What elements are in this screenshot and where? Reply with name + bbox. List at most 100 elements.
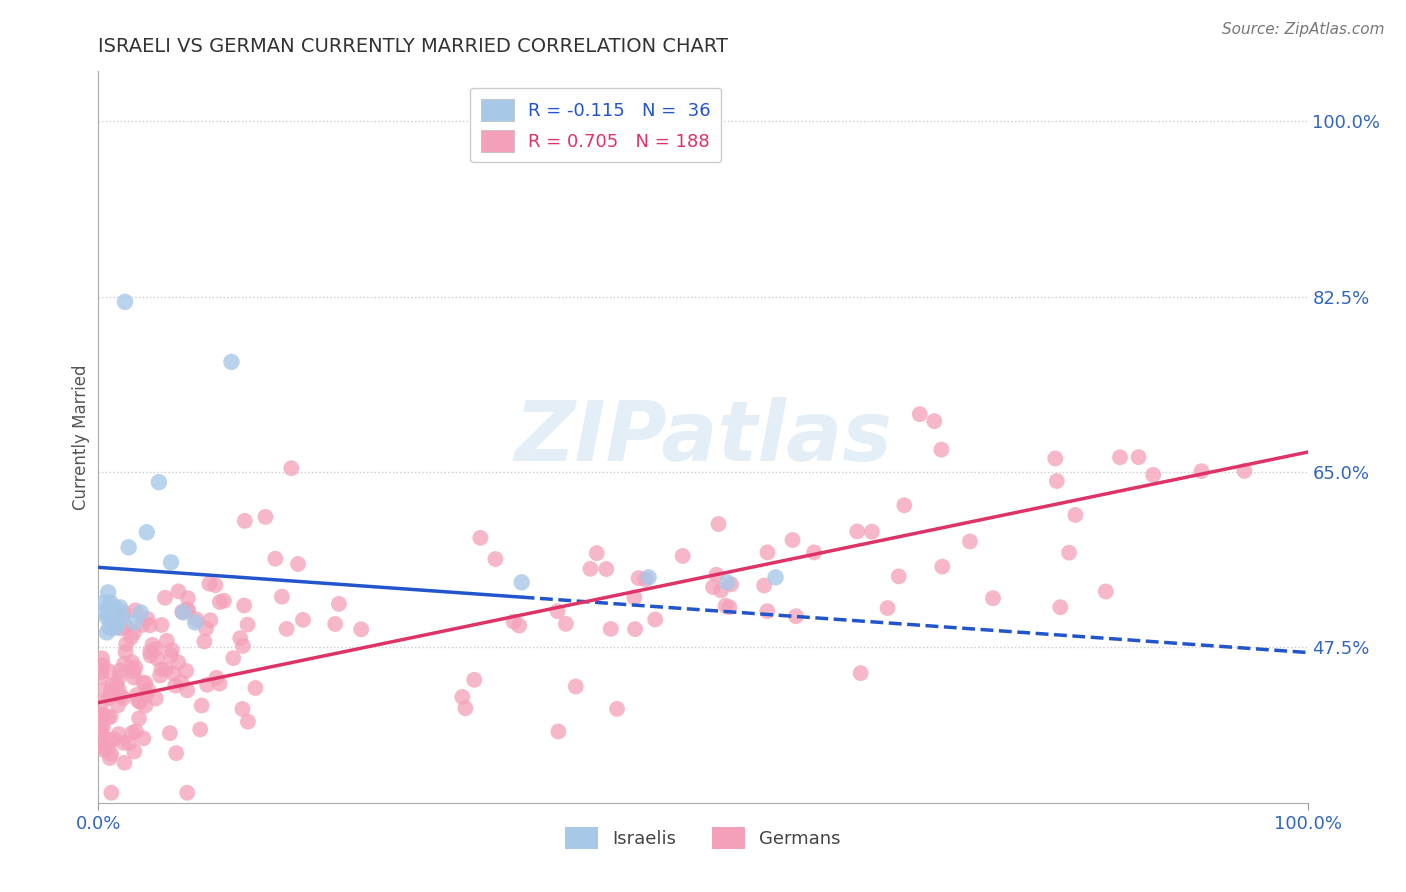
Point xyxy=(547,724,569,739)
Point xyxy=(153,591,176,605)
Point xyxy=(125,724,148,739)
Point xyxy=(208,676,231,690)
Point xyxy=(90,732,112,747)
Point xyxy=(634,572,657,586)
Point xyxy=(100,683,122,698)
Point xyxy=(135,687,157,701)
Point xyxy=(231,702,253,716)
Point xyxy=(177,603,200,617)
Point xyxy=(90,725,112,739)
Point xyxy=(97,710,120,724)
Point xyxy=(93,707,115,722)
Point xyxy=(765,570,787,584)
Point xyxy=(176,683,198,698)
Point xyxy=(195,678,218,692)
Point xyxy=(132,675,155,690)
Point xyxy=(100,615,122,630)
Point xyxy=(595,562,617,576)
Point xyxy=(96,610,118,624)
Point xyxy=(104,600,127,615)
Point xyxy=(105,620,128,634)
Point xyxy=(782,533,804,547)
Point xyxy=(90,711,112,725)
Point xyxy=(160,648,183,663)
Point xyxy=(624,622,647,636)
Point xyxy=(97,600,120,615)
Point xyxy=(101,610,124,624)
Point xyxy=(129,606,152,620)
Point xyxy=(118,541,141,555)
Point xyxy=(107,698,129,713)
Point xyxy=(134,676,156,690)
Point xyxy=(644,613,666,627)
Point xyxy=(876,601,898,615)
Point xyxy=(139,645,162,659)
Point xyxy=(756,545,779,559)
Point xyxy=(114,645,136,659)
Point xyxy=(148,475,170,490)
Point xyxy=(93,740,115,755)
Point xyxy=(100,606,122,620)
Point xyxy=(193,634,215,648)
Point xyxy=(98,732,121,747)
Point xyxy=(981,591,1004,606)
Point xyxy=(114,294,136,309)
Point xyxy=(90,665,112,679)
Point xyxy=(1046,474,1069,488)
Point xyxy=(112,736,135,750)
Point xyxy=(291,613,314,627)
Point xyxy=(702,580,724,594)
Point xyxy=(90,659,112,673)
Point xyxy=(229,631,252,645)
Point xyxy=(100,595,122,609)
Point xyxy=(200,613,222,627)
Point xyxy=(672,549,695,563)
Point xyxy=(91,651,114,665)
Point xyxy=(90,708,112,723)
Point xyxy=(90,721,112,735)
Point xyxy=(510,575,533,590)
Text: ZIPatlas: ZIPatlas xyxy=(515,397,891,477)
Point xyxy=(887,569,910,583)
Point xyxy=(714,599,737,613)
Point xyxy=(627,571,650,585)
Point xyxy=(124,615,146,630)
Point xyxy=(1049,600,1071,615)
Point xyxy=(107,682,129,697)
Point xyxy=(100,709,122,723)
Point xyxy=(101,618,124,632)
Point xyxy=(91,721,114,735)
Point xyxy=(233,514,256,528)
Point xyxy=(707,516,730,531)
Point xyxy=(129,695,152,709)
Point xyxy=(98,620,121,634)
Point xyxy=(716,575,738,590)
Point xyxy=(167,656,190,670)
Text: ISRAELI VS GERMAN CURRENTLY MARRIED CORRELATION CHART: ISRAELI VS GERMAN CURRENTLY MARRIED CORR… xyxy=(98,37,728,56)
Point xyxy=(280,461,302,475)
Point xyxy=(114,756,136,770)
Point xyxy=(190,698,212,713)
Point xyxy=(112,691,135,706)
Point xyxy=(931,442,953,457)
Point xyxy=(236,617,259,632)
Point xyxy=(90,670,112,684)
Point xyxy=(146,651,169,665)
Point xyxy=(599,622,621,636)
Point xyxy=(98,606,121,620)
Point xyxy=(139,618,162,632)
Point xyxy=(90,724,112,739)
Point xyxy=(101,678,124,692)
Point xyxy=(174,664,197,678)
Point xyxy=(264,551,287,566)
Y-axis label: Currently Married: Currently Married xyxy=(72,364,90,510)
Point xyxy=(785,609,807,624)
Point xyxy=(150,662,173,676)
Point xyxy=(90,696,112,710)
Point xyxy=(98,751,121,765)
Point xyxy=(564,680,586,694)
Point xyxy=(547,604,569,618)
Point xyxy=(195,622,218,636)
Point xyxy=(124,603,146,617)
Point xyxy=(454,701,477,715)
